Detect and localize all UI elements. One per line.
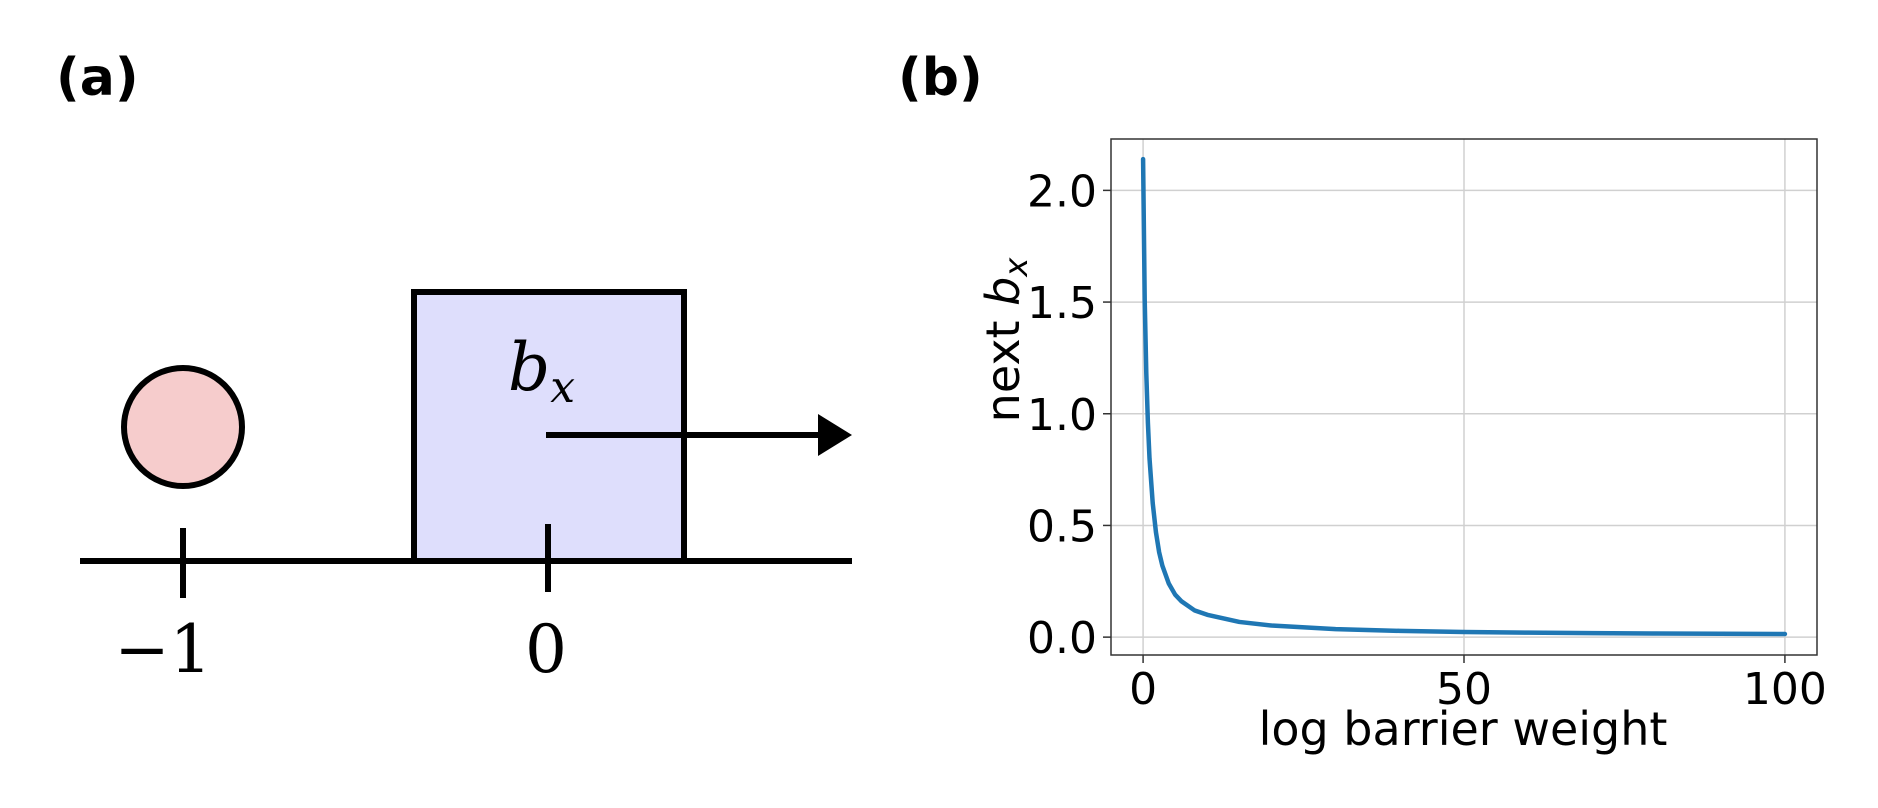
panel-a-label: (a) (56, 48, 139, 108)
block-label-main: b (508, 329, 550, 406)
panel-b: (b) 0 50 100 0.0 0.5 1.0 1.5 2.0 next bx log ba… (898, 48, 1827, 756)
x-axis-title: log barrier weight (1259, 702, 1668, 756)
x-tick-label: 0 (1129, 664, 1157, 715)
y-axis-title-sub: x (997, 257, 1035, 278)
y-tick-label: 2.0 (1027, 166, 1097, 217)
tick-label-zero: 0 (525, 611, 567, 688)
panel-a: (a) bx −1 0 (56, 48, 852, 688)
y-axis-title: next bx (976, 257, 1035, 423)
ball-circle (121, 365, 245, 489)
tick-label-minus-one: −1 (114, 611, 211, 688)
y-tick-label: 1.5 (1027, 278, 1097, 329)
y-axis-title-main: b (976, 277, 1030, 306)
x-tick-label: 100 (1743, 664, 1827, 715)
y-axis-title-prefix: next (976, 306, 1030, 423)
y-tick-label: 0.5 (1027, 501, 1097, 552)
panel-b-label: (b) (898, 48, 983, 108)
plot-area: 0 50 100 0.0 0.5 1.0 1.5 2.0 (1027, 138, 1827, 715)
x-tick-label: 50 (1436, 664, 1492, 715)
block-label-sub: x (550, 362, 575, 413)
right-arrow-icon (818, 414, 852, 456)
y-tick-label: 0.0 (1027, 613, 1097, 664)
y-tick-label: 1.0 (1027, 390, 1097, 441)
series-line (1140, 156, 1788, 637)
block-label: bx (508, 329, 575, 413)
